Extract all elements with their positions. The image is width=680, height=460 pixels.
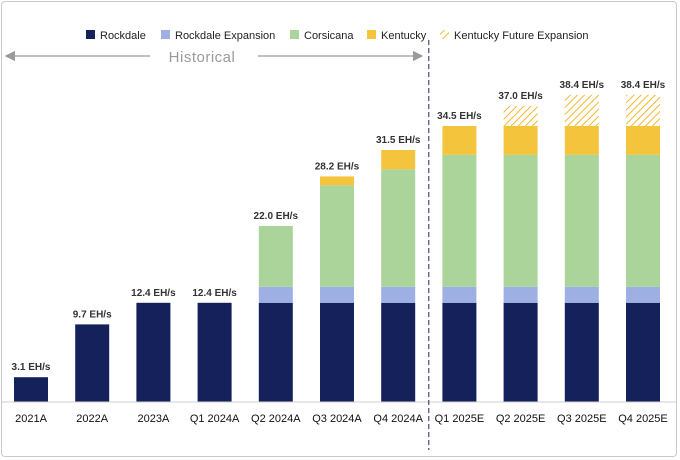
- bar-rockdale-2021a: [14, 377, 48, 402]
- x-tick-2023a: 2023A: [137, 413, 169, 425]
- bar-rockdale-q3-2025e: [564, 302, 599, 402]
- x-tick-q4-2024a: Q4 2024A: [373, 413, 423, 425]
- bar-rockdale-q2-2024a: [258, 302, 293, 402]
- bar-rockdale-q4-2024a: [381, 302, 416, 402]
- bar-corsicana-q4-2025e: [626, 154, 660, 287]
- bar-corsicana-q4-2024a: [381, 169, 416, 287]
- bar-rockdale-expansion-q4-2025e: [626, 286, 660, 303]
- x-tick-labels: 2021A 2022A 2023A Q1 2024A Q2 2024A Q3 2024A Q…: [15, 413, 668, 425]
- x-tick-2021a: 2021A: [15, 413, 47, 425]
- bar-rockdale-expansion-q1-2025e: [442, 286, 477, 303]
- bar-rockdale-expansion-q2-2025e: [503, 286, 538, 303]
- x-tick-q3-2025e: Q3 2025E: [557, 413, 607, 425]
- total-label-q4-2025e: 38.4 EH/s: [621, 80, 666, 91]
- bars-group: [14, 94, 660, 402]
- bar-kentucky-q4-2024a: [381, 150, 416, 170]
- legend-item-rockdale: Rockdale: [86, 30, 146, 42]
- total-label-q4-2024a: 31.5 EH/s: [376, 135, 421, 146]
- total-label-q3-2024a: 28.2 EH/s: [315, 161, 360, 172]
- bar-rockdale-q1-2025e: [442, 302, 477, 402]
- x-tick-q2-2024a: Q2 2024A: [251, 413, 301, 425]
- x-tick-q1-2024a: Q1 2024A: [190, 413, 240, 425]
- bar-kentucky-future-expansion-q3-2025e: [564, 94, 599, 126]
- total-label-q1-2025e: 34.5 EH/s: [437, 111, 482, 122]
- bar-corsicana-q3-2024a: [320, 185, 354, 287]
- bar-rockdale-q3-2024a: [320, 302, 354, 402]
- total-label-q3-2025e: 38.4 EH/s: [560, 80, 605, 91]
- legend-item-corsicana: Corsicana: [290, 30, 354, 42]
- x-tick-q1-2025e: Q1 2025E: [435, 413, 485, 425]
- bar-rockdale-expansion-q3-2025e: [564, 286, 599, 303]
- bar-rockdale-expansion-q2-2024a: [258, 286, 293, 303]
- x-tick-q2-2025e: Q2 2025E: [496, 413, 546, 425]
- bar-corsicana-q3-2025e: [564, 154, 599, 287]
- historical-annotation: Historical: [4, 49, 424, 66]
- historical-label: Historical: [169, 49, 236, 66]
- legend: Rockdale Rockdale Expansion Corsicana Ke…: [86, 30, 589, 42]
- total-label-q2-2025e: 37.0 EH/s: [498, 91, 543, 102]
- legend-label-rockdale-expansion: Rockdale Expansion: [175, 30, 275, 42]
- bar-corsicana-q2-2025e: [503, 154, 538, 287]
- bar-rockdale-q2-2025e: [503, 302, 538, 402]
- bar-kentucky-q4-2025e: [626, 126, 660, 155]
- bar-kentucky-q3-2024a: [320, 176, 354, 186]
- total-labels-group: 3.1 EH/s 9.7 EH/s 12.4 EH/s 12.4 EH/s 22.0 E…: [12, 80, 666, 373]
- legend-label-kentucky: Kentucky: [381, 30, 427, 42]
- bar-rockdale-2023a: [136, 302, 171, 402]
- bar-rockdale-q4-2025e: [626, 302, 660, 402]
- x-tick-q3-2024a: Q3 2024A: [312, 413, 362, 425]
- legend-item-kentucky-future-expansion: Kentucky Future Expansion: [440, 30, 589, 42]
- bar-kentucky-q3-2025e: [564, 126, 599, 155]
- x-tick-2022a: 2022A: [76, 413, 108, 425]
- bar-kentucky-future-expansion-q4-2025e: [626, 94, 660, 126]
- bar-rockdale-expansion-q4-2024a: [381, 286, 416, 303]
- bar-rockdale-expansion-q3-2024a: [320, 286, 354, 303]
- total-label-2023a: 12.4 EH/s: [131, 288, 176, 299]
- legend-label-rockdale: Rockdale: [100, 30, 146, 42]
- bar-corsicana-q2-2024a: [258, 226, 293, 287]
- bar-kentucky-future-expansion-q2-2025e: [503, 106, 538, 126]
- x-tick-q4-2025e: Q4 2025E: [618, 413, 668, 425]
- bar-kentucky-q1-2025e: [442, 126, 477, 155]
- total-label-q2-2024a: 22.0 EH/s: [254, 211, 299, 222]
- total-label-q1-2024a: 12.4 EH/s: [192, 288, 237, 299]
- legend-label-kentucky-future-expansion: Kentucky Future Expansion: [454, 30, 589, 42]
- bar-corsicana-q1-2025e: [442, 154, 477, 287]
- total-label-2021a: 3.1 EH/s: [12, 362, 51, 373]
- bar-rockdale-q1-2024a: [197, 302, 232, 402]
- bar-kentucky-q2-2025e: [503, 126, 538, 155]
- legend-label-corsicana: Corsicana: [304, 30, 354, 42]
- legend-item-kentucky: Kentucky: [367, 30, 427, 42]
- legend-item-rockdale-expansion: Rockdale Expansion: [161, 30, 275, 42]
- bar-rockdale-2022a: [75, 324, 110, 402]
- total-label-2022a: 9.7 EH/s: [73, 309, 112, 320]
